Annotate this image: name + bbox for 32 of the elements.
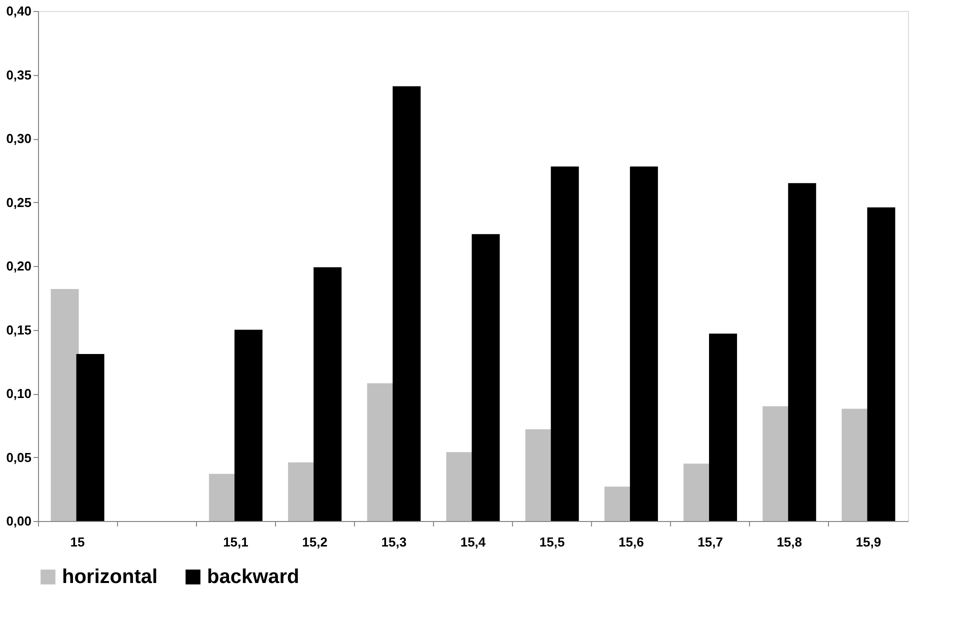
y-tick-label: 0,25 [6,194,32,210]
x-tick-label: 15 [70,534,85,550]
x-tick-label: 15,9 [856,534,882,550]
y-tick-label: 0,30 [6,131,32,146]
legend-label: horizontal [62,566,158,588]
y-tick-label: 0,35 [6,67,32,82]
bar [50,288,79,521]
bar [788,183,816,521]
x-tick-label: 15,4 [460,534,486,550]
x-tick-label: 15,7 [698,534,723,550]
x-tick-label: 15,6 [618,534,644,550]
y-tick-label: 0,15 [6,322,32,338]
bar [234,330,262,521]
bar [709,334,738,521]
y-tick-label: 0,20 [6,258,32,274]
bar [630,166,658,521]
x-tick-label: 15,1 [223,534,248,550]
bar [472,234,500,521]
x-tick-label: 15,5 [539,534,565,550]
x-tick-label: 15,8 [776,534,802,550]
y-tick-label: 0,00 [6,514,32,528]
legend-label: backward [207,566,300,588]
y-tick-label: 0,10 [6,386,32,401]
y-tick-label: 0,40 [6,4,32,18]
x-tick-label: 15,2 [302,534,328,550]
bar [76,354,104,521]
y-tick-label: 0,05 [6,450,32,465]
x-tick-label: 15,3 [381,534,407,550]
bar [550,166,579,521]
bar [314,267,342,521]
bar [392,86,421,521]
bar [867,207,896,521]
